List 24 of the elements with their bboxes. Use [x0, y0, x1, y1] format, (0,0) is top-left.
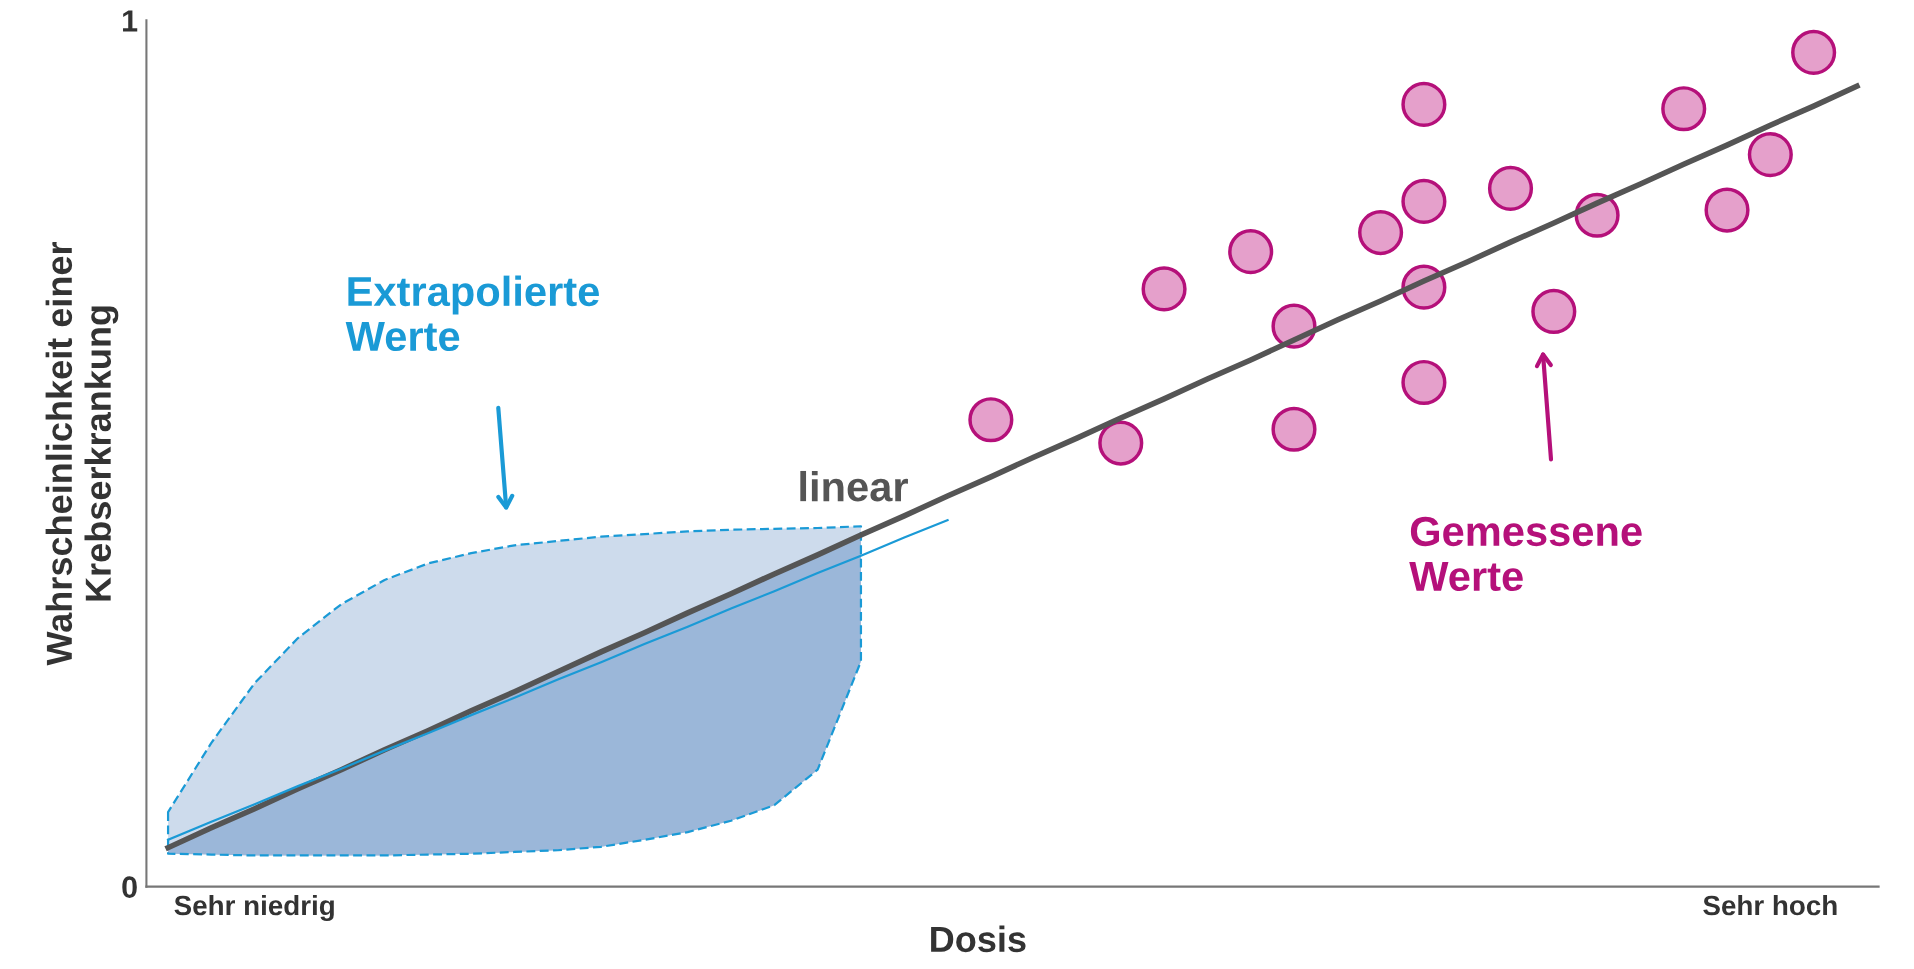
point: [1661, 86, 1707, 132]
x-axis-title: Dosis: [931, 925, 1026, 953]
point: [1704, 187, 1750, 233]
point: [1098, 420, 1144, 466]
annotation: linear: [800, 470, 908, 502]
point: [1401, 178, 1447, 224]
point: [1228, 229, 1274, 275]
point: [1141, 266, 1187, 312]
annotation: Gemessene Werte: [1409, 516, 1642, 592]
point: [1747, 132, 1793, 178]
point: [1531, 288, 1577, 334]
y-axis-title: Wahrscheinlichkeit einer Krebserkrankung: [45, 241, 119, 666]
point: [968, 397, 1014, 443]
y-tick-label: 0: [122, 876, 137, 899]
point: [1791, 29, 1837, 75]
annotation: Extrapolierte Werte: [345, 275, 599, 352]
y-tick-label: 1: [123, 10, 138, 32]
point: [1401, 359, 1447, 406]
point: [1358, 210, 1404, 256]
point: [1401, 81, 1447, 127]
x-tick-label: Sehr hoch: [1703, 894, 1837, 916]
x-tick-label: Sehr niedrig: [174, 894, 334, 921]
point: [1271, 406, 1317, 452]
point: [1487, 165, 1534, 211]
